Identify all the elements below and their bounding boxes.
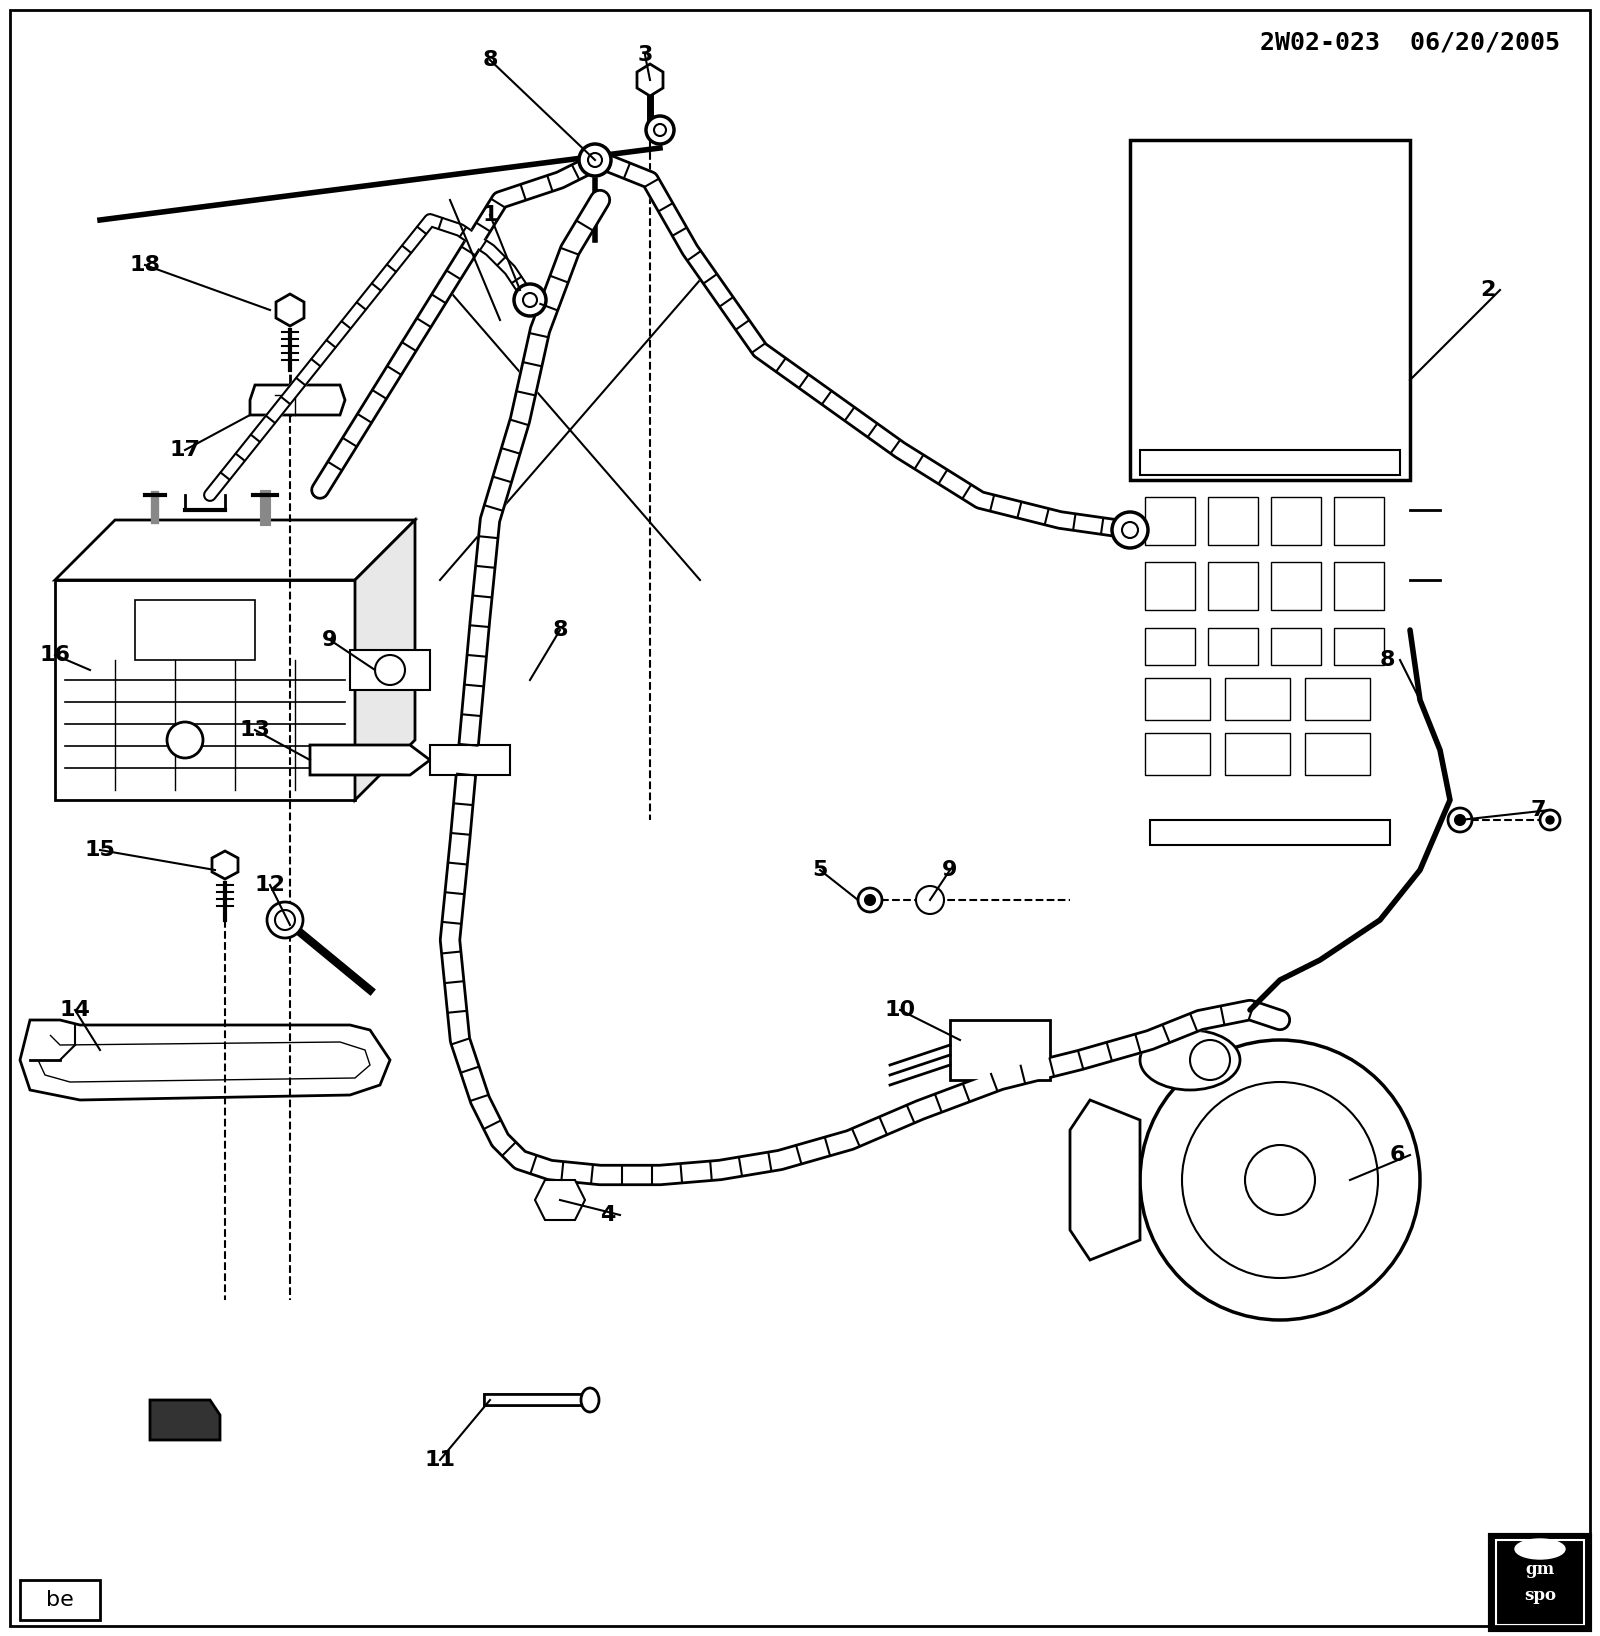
Text: 7: 7: [1530, 800, 1546, 820]
Text: 18: 18: [130, 255, 160, 275]
Polygon shape: [54, 520, 414, 581]
Bar: [1334, 628, 1384, 664]
Polygon shape: [637, 64, 662, 97]
Circle shape: [866, 895, 875, 905]
Ellipse shape: [1139, 1031, 1240, 1090]
Text: 17: 17: [170, 440, 200, 460]
Text: 2W02-023  06/20/2005: 2W02-023 06/20/2005: [1261, 29, 1560, 54]
Bar: [1334, 563, 1384, 610]
Bar: [1306, 677, 1370, 720]
Circle shape: [915, 887, 944, 915]
Circle shape: [589, 154, 602, 167]
Circle shape: [654, 124, 666, 136]
Circle shape: [646, 116, 674, 144]
Text: 15: 15: [85, 839, 115, 861]
Circle shape: [1539, 810, 1560, 829]
Bar: [1226, 677, 1290, 720]
Polygon shape: [350, 649, 430, 690]
Text: 10: 10: [885, 1000, 915, 1019]
Bar: [1150, 820, 1390, 846]
Bar: [1208, 563, 1258, 610]
Text: 8: 8: [482, 51, 498, 70]
Circle shape: [1454, 815, 1466, 825]
Bar: [19, 1580, 99, 1620]
Circle shape: [1546, 816, 1554, 825]
Text: be: be: [46, 1590, 74, 1610]
Circle shape: [1112, 512, 1149, 548]
Bar: [1146, 628, 1195, 664]
Bar: [1139, 450, 1400, 474]
Text: 11: 11: [424, 1449, 456, 1471]
Polygon shape: [1070, 1099, 1139, 1260]
Circle shape: [1182, 1081, 1378, 1278]
Text: spo: spo: [1523, 1587, 1555, 1603]
Circle shape: [267, 901, 302, 937]
Circle shape: [514, 285, 546, 316]
Text: 3: 3: [637, 46, 653, 65]
Text: 8: 8: [1379, 649, 1395, 671]
Polygon shape: [430, 744, 510, 775]
Text: 12: 12: [254, 875, 285, 895]
Circle shape: [1122, 522, 1138, 538]
Circle shape: [1245, 1145, 1315, 1216]
Polygon shape: [355, 520, 414, 800]
Bar: [1496, 1539, 1584, 1625]
Bar: [1226, 733, 1290, 775]
Circle shape: [374, 654, 405, 685]
Circle shape: [1448, 808, 1472, 833]
Circle shape: [275, 910, 294, 929]
Polygon shape: [150, 1400, 221, 1440]
Ellipse shape: [581, 1387, 598, 1412]
Bar: [1306, 733, 1370, 775]
Bar: [134, 600, 254, 659]
Polygon shape: [250, 384, 346, 416]
Circle shape: [1190, 1040, 1230, 1080]
Bar: [1208, 497, 1258, 545]
Text: 16: 16: [40, 645, 70, 664]
Text: 5: 5: [813, 861, 827, 880]
Circle shape: [1139, 1040, 1421, 1320]
Bar: [1208, 628, 1258, 664]
Bar: [1146, 733, 1210, 775]
Bar: [950, 1019, 1050, 1080]
Bar: [1270, 497, 1322, 545]
Text: 1: 1: [482, 204, 498, 226]
Text: 2: 2: [1480, 280, 1496, 299]
Bar: [1334, 497, 1384, 545]
Text: 9: 9: [942, 861, 958, 880]
Bar: [1490, 1535, 1590, 1629]
Circle shape: [858, 888, 882, 911]
Bar: [1146, 563, 1195, 610]
Text: 13: 13: [240, 720, 270, 739]
Bar: [1146, 497, 1195, 545]
Polygon shape: [310, 744, 430, 775]
Circle shape: [166, 721, 203, 757]
Text: gm: gm: [1525, 1561, 1555, 1579]
Circle shape: [579, 144, 611, 177]
Polygon shape: [277, 294, 304, 326]
Circle shape: [523, 293, 538, 308]
Polygon shape: [534, 1180, 586, 1220]
Bar: [1130, 141, 1410, 479]
Polygon shape: [54, 581, 355, 800]
Polygon shape: [211, 851, 238, 879]
Ellipse shape: [1515, 1539, 1565, 1559]
Text: 6: 6: [1390, 1145, 1405, 1165]
Text: 9: 9: [322, 630, 338, 649]
Bar: [1270, 563, 1322, 610]
Bar: [1146, 677, 1210, 720]
Polygon shape: [19, 1019, 390, 1099]
Bar: [1270, 628, 1322, 664]
Text: 14: 14: [59, 1000, 91, 1019]
Text: 4: 4: [600, 1206, 616, 1225]
Text: 8: 8: [552, 620, 568, 640]
